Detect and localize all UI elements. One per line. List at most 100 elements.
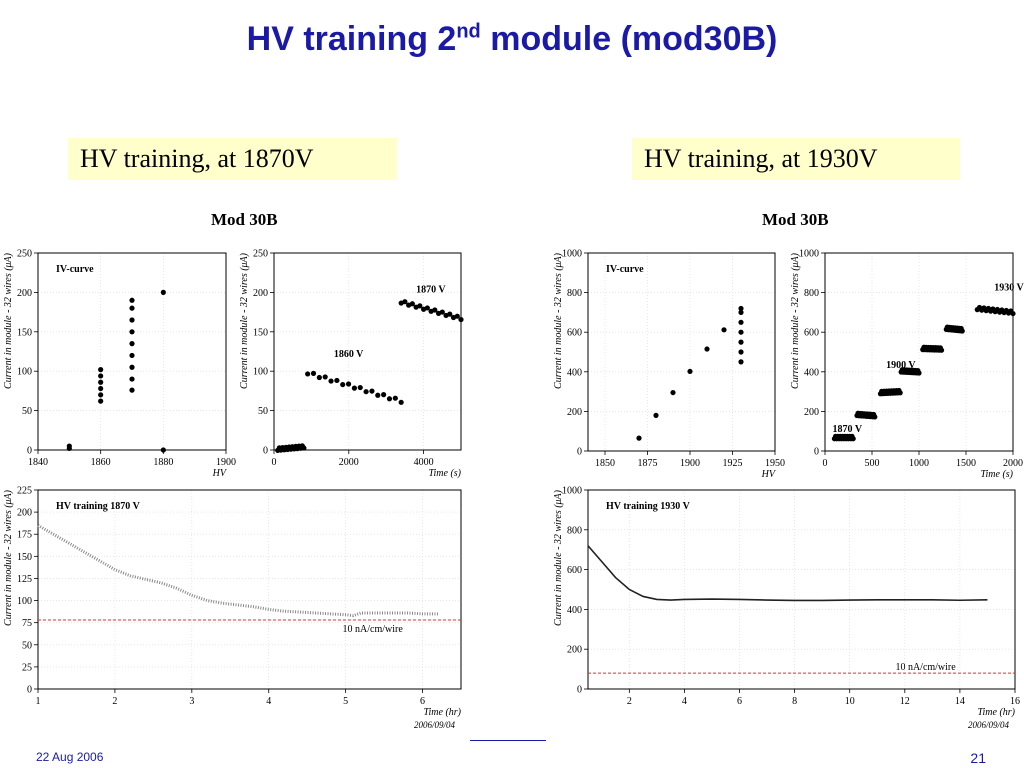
l1-ytick-label: 250 bbox=[17, 249, 32, 260]
l2-ytick-label: 100 bbox=[253, 367, 268, 378]
l1-data-point bbox=[129, 376, 135, 382]
r1-data-point bbox=[704, 346, 710, 352]
r1-data-point bbox=[738, 359, 744, 365]
r2-xtick-label: 1500 bbox=[956, 458, 976, 469]
r3-ytick-label: 600 bbox=[567, 565, 582, 576]
r3-xtick-label: 8 bbox=[792, 696, 797, 707]
l1-xlabel: HV bbox=[212, 468, 228, 479]
r2-ytick-label: 0 bbox=[814, 447, 819, 458]
r2-data-point bbox=[1010, 310, 1016, 317]
l2-xtick-label: 0 bbox=[272, 457, 277, 468]
r2-data-point bbox=[916, 370, 922, 376]
r2-ytick-label: 800 bbox=[804, 288, 819, 299]
l2-data-point bbox=[328, 378, 334, 384]
l1-data-point bbox=[98, 379, 104, 385]
l1-data-point bbox=[129, 329, 135, 335]
r1-data-point bbox=[721, 327, 727, 333]
r1-xtick-label: 1850 bbox=[595, 458, 615, 469]
r1-xtick-label: 1950 bbox=[765, 458, 785, 469]
date-stamp-right: 2006/09/04 bbox=[968, 720, 1010, 730]
l1-ytick-label: 100 bbox=[17, 367, 32, 378]
r2-ytick-label: 400 bbox=[804, 367, 819, 378]
l1-data-point bbox=[129, 317, 135, 323]
r1-ytick-label: 1000 bbox=[562, 249, 582, 260]
l2-ytick-label: 150 bbox=[253, 327, 268, 338]
r2-xtick-label: 0 bbox=[823, 458, 828, 469]
r2-xtick-label: 1000 bbox=[909, 458, 929, 469]
r1-xlabel: HV bbox=[761, 469, 777, 480]
caption-right: HV training, at 1930V bbox=[632, 138, 960, 180]
r1-ytick-label: 800 bbox=[567, 288, 582, 299]
l2-annotation: 1860 V bbox=[334, 349, 364, 360]
l3-ytick-label: 0 bbox=[27, 685, 32, 696]
l2-data-point bbox=[386, 396, 393, 402]
r3-title: HV training 1930 V bbox=[606, 501, 691, 512]
l1-ytick-label: 150 bbox=[17, 327, 32, 338]
l2-data-point bbox=[305, 371, 311, 377]
l2-data-point bbox=[351, 385, 358, 391]
r1-data-point bbox=[738, 329, 744, 335]
r3-ytick-label: 400 bbox=[567, 605, 582, 616]
r1-data-point bbox=[738, 309, 744, 315]
l3-ytick-label: 225 bbox=[17, 486, 32, 497]
r2-xlabel: Time (s) bbox=[981, 469, 1014, 480]
l2-data-point bbox=[363, 389, 369, 395]
l1-xtick-label: 1900 bbox=[216, 457, 236, 468]
l2-ytick-label: 200 bbox=[253, 288, 268, 299]
footer-rule bbox=[470, 740, 546, 741]
l1-data-point bbox=[129, 387, 135, 393]
l1-ytick-label: 0 bbox=[27, 446, 32, 457]
l1-data-point bbox=[98, 392, 104, 398]
r2-data-point bbox=[959, 328, 965, 334]
l2-data-point bbox=[322, 374, 328, 380]
l2-data-point bbox=[409, 301, 415, 307]
l3-xtick-label: 5 bbox=[343, 696, 348, 707]
r2-xtick-label: 500 bbox=[865, 458, 880, 469]
l2-xtick-label: 2000 bbox=[339, 457, 359, 468]
l2-xlabel: Time (s) bbox=[429, 468, 462, 479]
l2-data-point bbox=[424, 305, 430, 311]
l2-data-point bbox=[454, 313, 460, 319]
r2-annotation: 1930 V bbox=[994, 283, 1024, 294]
caption-left: HV training, at 1870V bbox=[68, 138, 397, 180]
l1-title: IV-curve bbox=[56, 264, 94, 275]
r3-ytick-label: 0 bbox=[577, 685, 582, 696]
r3-xtick-label: 12 bbox=[900, 696, 910, 707]
r1-xtick-label: 1925 bbox=[723, 458, 743, 469]
l1-xtick-label: 1880 bbox=[153, 457, 173, 468]
r1-ytick-label: 200 bbox=[567, 407, 582, 418]
l2-data-point bbox=[357, 384, 363, 391]
l1-data-point bbox=[160, 447, 166, 453]
l2-ylabel: Current in module - 32 wires (μA) bbox=[239, 252, 250, 389]
footer-date: 22 Aug 2006 bbox=[36, 750, 104, 764]
r1-xtick-label: 1875 bbox=[638, 458, 658, 469]
l1-data-point bbox=[129, 364, 135, 370]
r1-data-point bbox=[738, 339, 744, 345]
l1-data-point bbox=[129, 297, 135, 303]
r1-xtick-label: 1900 bbox=[680, 458, 700, 469]
l2-data-point bbox=[398, 399, 404, 405]
l1-xtick-label: 1840 bbox=[28, 457, 48, 468]
l2-data-point bbox=[381, 392, 387, 398]
l1-data-point bbox=[129, 305, 135, 311]
r2-frame bbox=[824, 252, 1014, 452]
l3-xlabel: Time (hr) bbox=[424, 707, 462, 718]
l3-xtick-label: 4 bbox=[266, 696, 271, 707]
l3-ytick-label: 125 bbox=[17, 574, 32, 585]
l1-data-point bbox=[129, 352, 135, 359]
l1-data-point bbox=[98, 373, 104, 379]
r3-ytick-label: 200 bbox=[567, 645, 582, 656]
l3-xtick-label: 6 bbox=[420, 696, 425, 707]
r3-xtick-label: 4 bbox=[682, 696, 687, 707]
l3-ytick-label: 200 bbox=[17, 508, 32, 519]
l3-ytick-label: 25 bbox=[22, 662, 32, 673]
l3-ytick-label: 75 bbox=[22, 618, 32, 629]
r2-ylabel: Current in module - 32 wires (μA) bbox=[790, 252, 801, 389]
r2-annotation: 1900 V bbox=[886, 360, 916, 371]
r3-reference-label: 10 nA/cm/wire bbox=[895, 662, 956, 673]
l1-data-point bbox=[98, 385, 104, 392]
l1-data-point bbox=[66, 443, 72, 449]
r1-ytick-label: 400 bbox=[567, 367, 582, 378]
r1-data-point bbox=[738, 349, 744, 355]
